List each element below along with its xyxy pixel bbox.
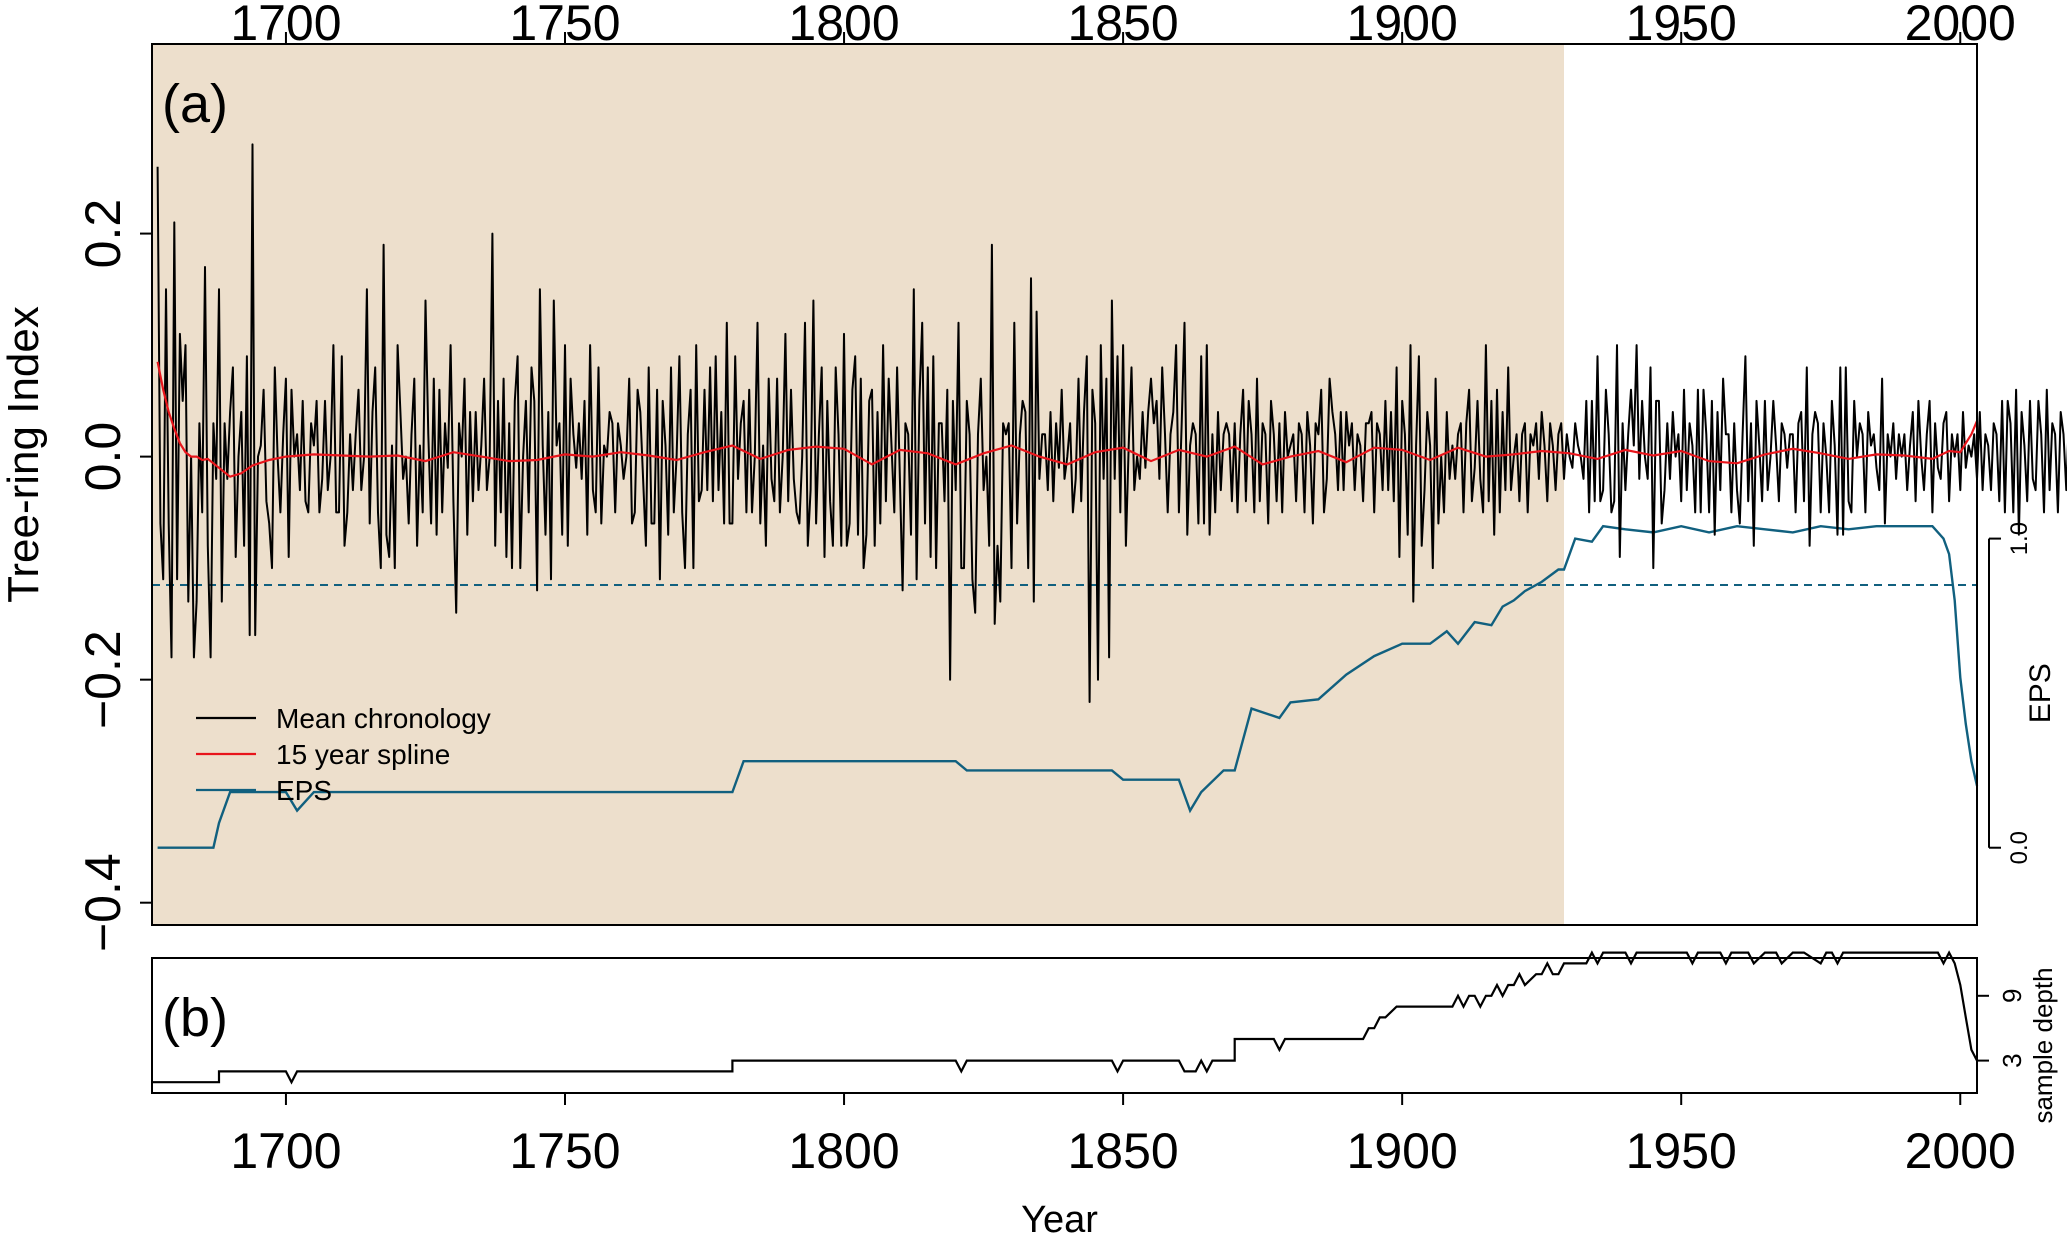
legend-spline-label: 15 year spline	[276, 739, 450, 770]
top-x-tick-label: 1750	[509, 0, 620, 51]
bottom-x-axis: 1700 1750 1800 1850 1900 1950 2000	[230, 1093, 2016, 1179]
eps-tick-label: 0.0	[2006, 831, 2033, 864]
eps-axis-title: EPS	[2024, 663, 2057, 723]
legend-eps-label: EPS	[276, 775, 332, 806]
y-tick-label: −0.2	[75, 630, 131, 729]
y-tick-label: 0.2	[75, 199, 131, 269]
top-x-tick-label: 1900	[1347, 0, 1458, 51]
sample-depth-line	[152, 950, 1978, 1085]
eps-tick-label: 1.0	[2006, 522, 2033, 555]
bottom-x-tick-label: 1900	[1347, 1123, 1458, 1179]
bottom-x-tick-label: 2000	[1905, 1123, 2016, 1179]
depth-tick-label: 9	[1997, 989, 2027, 1003]
top-x-tick-label: 2000	[1905, 0, 2016, 51]
y-axis-title: Tree-ring Index	[0, 306, 48, 603]
depth-tick-label: 3	[1997, 1053, 2027, 1067]
eps-y-axis: 0.0 1.0	[1988, 522, 2033, 864]
panel-b: 1700 1750 1800 1850 1900 1950 2000 39 (b) samp…	[151, 950, 2058, 1237]
left-y-axis: −0.4 −0.2 0.0 0.2	[75, 199, 152, 952]
top-x-axis: 1700 1750 1800 1850 1900 1950 2000	[230, 0, 2016, 51]
legend-mean-chronology-label: Mean chronology	[276, 703, 491, 734]
panel-b-frame	[151, 957, 1978, 1094]
sample-depth-axis-title: sample depth	[2028, 967, 2058, 1123]
top-x-tick-label: 1800	[788, 0, 899, 51]
bottom-x-tick-label: 1950	[1626, 1123, 1737, 1179]
panel-a: 1700 1750 1800 1850 1900 1950 2000 −0.4 −0.2 0.0…	[0, 0, 2067, 952]
panel-b-label: (b)	[162, 988, 228, 1048]
panel-a-frame	[151, 43, 1978, 926]
top-x-tick-label: 1950	[1626, 0, 1737, 51]
bottom-x-tick-label: 1700	[230, 1123, 341, 1179]
bottom-x-tick-label: 1850	[1067, 1123, 1178, 1179]
sample-depth-axis: 39	[1977, 989, 2027, 1068]
spline-series-line	[156, 361, 1979, 478]
x-axis-title: Year	[1021, 1199, 1098, 1237]
legend: Mean chronology 15 year spline EPS	[196, 703, 491, 806]
eps-series-line	[157, 524, 1979, 849]
top-x-tick-label: 1850	[1067, 0, 1178, 51]
bottom-x-tick-label: 1800	[788, 1123, 899, 1179]
bottom-x-tick-label: 1750	[509, 1123, 620, 1179]
top-x-tick-label: 1700	[230, 0, 341, 51]
y-tick-label: 0.0	[75, 422, 131, 492]
mean-chronology-line	[156, 143, 2067, 703]
y-tick-label: −0.4	[75, 853, 131, 952]
panel-a-label: (a)	[162, 74, 228, 134]
